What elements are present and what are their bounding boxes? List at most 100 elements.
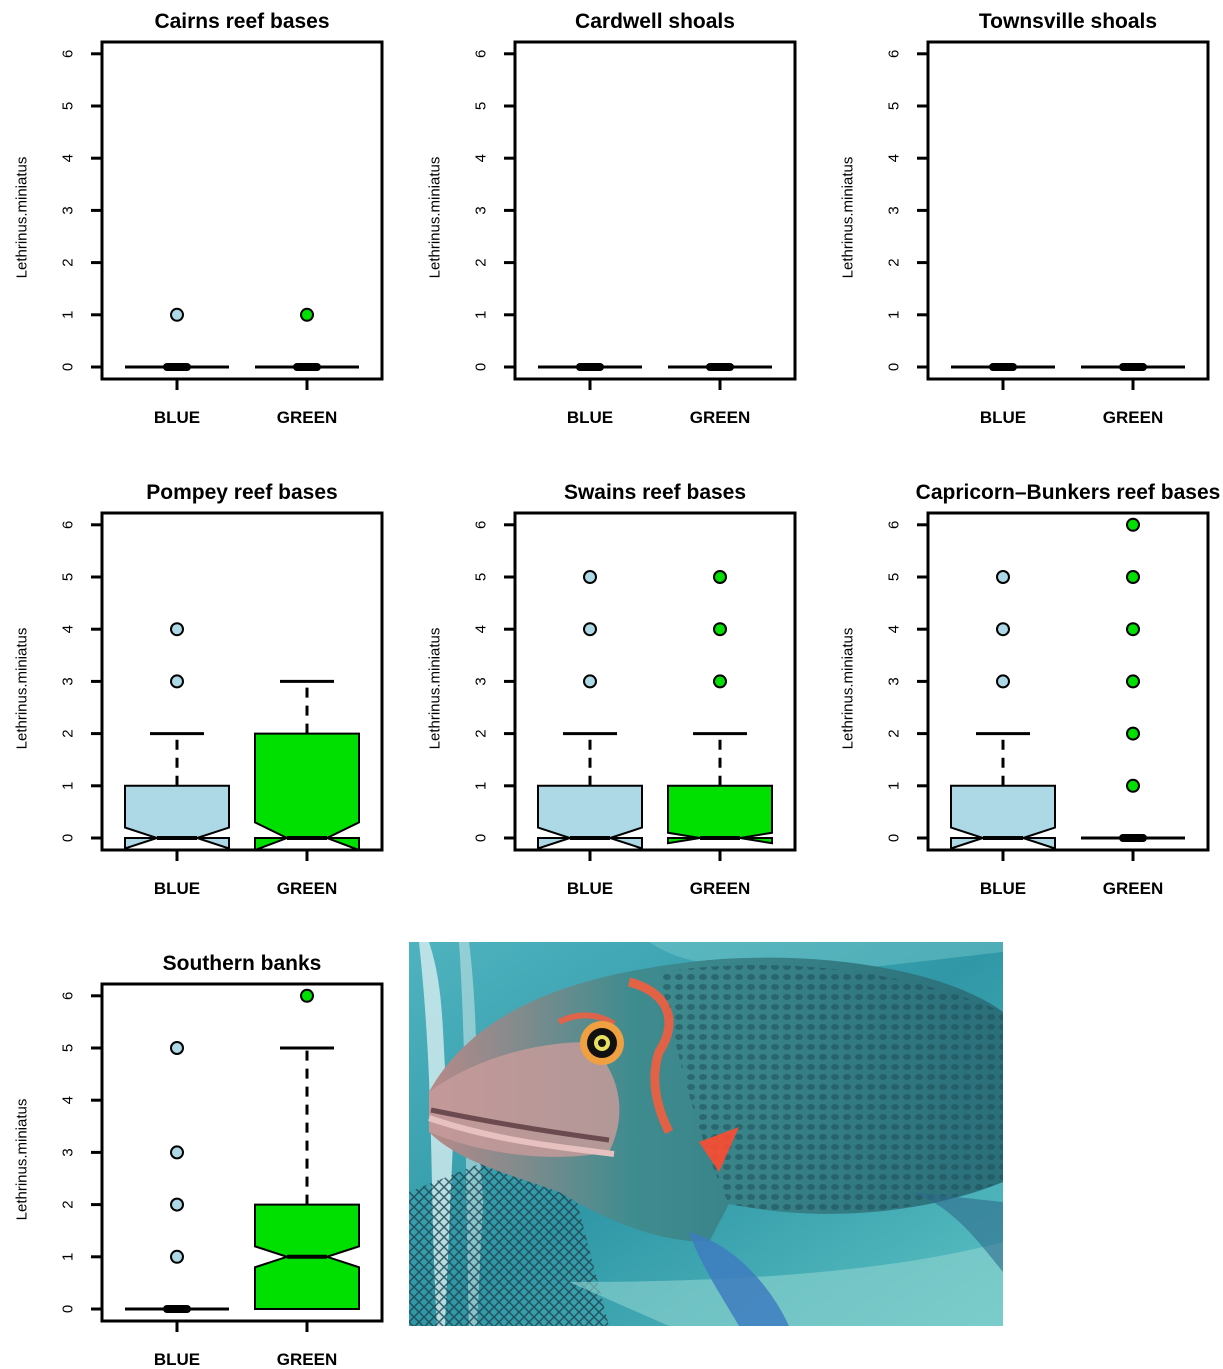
y-tick-label: 3	[473, 206, 490, 214]
boxplot-panel: Capricorn–Bunkers reef bases 0 1 2 3 4 5 6 Lethr…	[840, 481, 1221, 898]
panel-title: Capricorn–Bunkers reef bases	[916, 481, 1221, 504]
boxplot-panel: Cairns reef bases 0 1 2 3 4 5 6 Lethrinus.miniat…	[14, 10, 384, 427]
y-tick-label: 6	[886, 50, 903, 58]
y-axis-label: Lethrinus.miniatus	[14, 628, 31, 750]
y-tick-label: 0	[60, 363, 77, 371]
y-tick-label: 0	[60, 834, 77, 842]
panel-title: Southern banks	[163, 952, 322, 975]
zero-points	[576, 363, 604, 371]
fish-photo	[409, 942, 1003, 1326]
y-tick-label: 5	[60, 1044, 77, 1052]
y-tick-label: 1	[886, 782, 903, 790]
y-tick-label: 2	[473, 729, 490, 737]
box-green	[1081, 363, 1185, 371]
boxplot-panel: Pompey reef bases 0 1 2 3 4 5 6 Lethrinus.miniat…	[14, 481, 384, 898]
y-tick-label: 4	[886, 154, 903, 162]
outlier-point	[713, 570, 727, 584]
x-tick-label: GREEN	[690, 879, 750, 898]
y-tick-label: 3	[886, 677, 903, 685]
plot-frame	[926, 40, 1210, 381]
y-tick-label: 4	[60, 625, 77, 633]
y-tick-label: 3	[60, 206, 77, 214]
outlier-point	[1126, 674, 1140, 689]
x-tick-label: BLUE	[154, 408, 200, 427]
outlier-point	[583, 674, 597, 689]
y-tick-label: 3	[60, 677, 77, 685]
box-green	[667, 570, 773, 845]
y-tick-label: 5	[60, 573, 77, 581]
notched-box	[124, 784, 230, 850]
box-blue	[950, 570, 1056, 850]
x-tick-label: GREEN	[277, 408, 337, 427]
zero-points	[163, 363, 191, 371]
y-tick-label: 5	[473, 573, 490, 581]
box-blue	[125, 307, 229, 371]
y-tick-label: 1	[473, 782, 490, 790]
outlier-point	[996, 570, 1010, 584]
y-tick-label: 0	[473, 363, 490, 371]
outlier-point	[170, 307, 184, 322]
y-tick-label: 2	[473, 258, 490, 266]
y-tick-label: 2	[60, 729, 77, 737]
y-tick-label: 6	[60, 521, 77, 529]
x-tick-label: BLUE	[154, 879, 200, 898]
y-tick-label: 6	[60, 992, 77, 1000]
box-green	[1081, 517, 1185, 842]
x-tick-label: BLUE	[567, 408, 613, 427]
outlier-point	[713, 622, 727, 637]
y-tick-label: 3	[60, 1148, 77, 1156]
boxplot-panel: Cardwell shoals 0 1 2 3 4 5 6 Lethrinus.miniatus…	[427, 10, 797, 427]
y-tick-label: 5	[473, 102, 490, 110]
y-tick-label: 6	[60, 50, 77, 58]
outlier-point	[583, 622, 597, 637]
y-tick-label: 4	[886, 625, 903, 633]
y-tick-label: 5	[886, 102, 903, 110]
y-tick-label: 1	[473, 311, 490, 319]
boxplot-panel: Southern banks 0 1 2 3 4 5 6 Lethrinus.miniatus B…	[14, 952, 384, 1369]
panel-title: Cairns reef bases	[154, 10, 329, 33]
outlier-point	[1126, 517, 1140, 532]
y-tick-label: 2	[886, 729, 903, 737]
outlier-point	[713, 674, 727, 689]
panel-title: Swains reef bases	[564, 481, 746, 504]
y-axis-label: Lethrinus.miniatus	[14, 1099, 31, 1221]
outlier-point	[1126, 622, 1140, 637]
plot-frame	[513, 40, 797, 381]
y-tick-label: 2	[886, 258, 903, 266]
zero-points	[706, 363, 734, 371]
x-tick-label: GREEN	[1103, 408, 1163, 427]
y-tick-label: 0	[473, 834, 490, 842]
outlier-point	[170, 1145, 184, 1160]
outlier-point	[996, 622, 1010, 637]
outlier-point	[1126, 570, 1140, 584]
y-tick-label: 1	[60, 311, 77, 319]
box-green	[255, 307, 359, 371]
outlier-point	[170, 1041, 184, 1055]
y-tick-label: 4	[473, 154, 490, 162]
zero-points	[1119, 834, 1147, 842]
y-tick-label: 4	[60, 1096, 77, 1104]
zero-points	[1119, 363, 1147, 371]
y-tick-label: 2	[60, 258, 77, 266]
y-tick-label: 6	[473, 50, 490, 58]
x-tick-label: GREEN	[690, 408, 750, 427]
panel-title: Townsville shoals	[979, 10, 1157, 33]
y-tick-label: 3	[473, 677, 490, 685]
x-tick-label: BLUE	[154, 1350, 200, 1369]
x-tick-label: GREEN	[1103, 879, 1163, 898]
y-tick-label: 1	[60, 1253, 77, 1261]
outlier-point	[300, 988, 314, 1003]
outlier-point	[170, 674, 184, 689]
box-green	[668, 363, 772, 371]
y-axis-label: Lethrinus.miniatus	[427, 157, 444, 279]
x-tick-label: BLUE	[980, 408, 1026, 427]
outlier-point	[170, 622, 184, 637]
zero-points	[989, 363, 1017, 371]
box-blue	[537, 570, 643, 850]
notched-box	[667, 784, 773, 845]
outlier-point	[583, 570, 597, 584]
outlier-point	[170, 1249, 184, 1264]
panel-title: Pompey reef bases	[146, 481, 337, 504]
outlier-point	[170, 1197, 184, 1212]
